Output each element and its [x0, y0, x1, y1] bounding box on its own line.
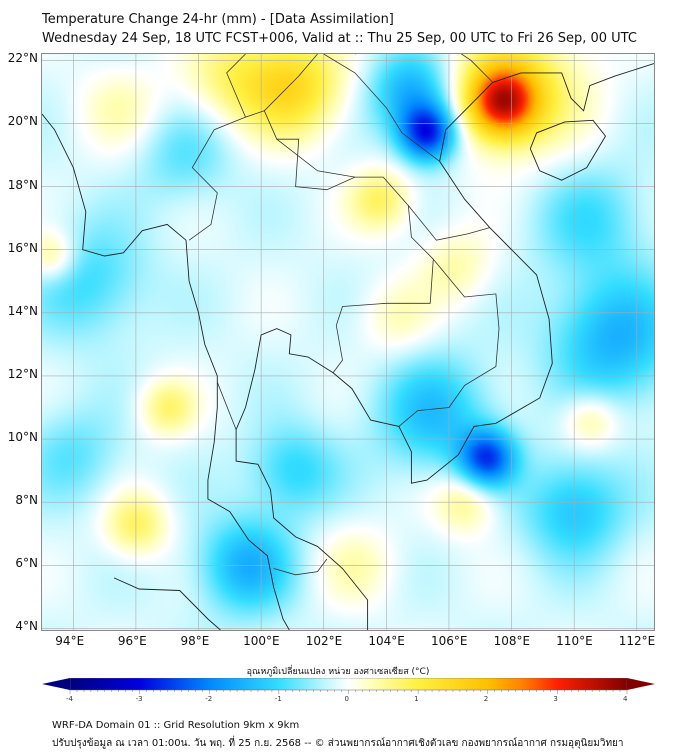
coastline-hainan [529, 119, 607, 181]
lat-tick-label: 16°N [7, 240, 38, 255]
lat-tick-label: 4°N [15, 619, 38, 634]
footer-model-info: WRF-DA Domain 01 :: Grid Resolution 9km … [52, 720, 300, 731]
footer-update-info: ปรับปรุงข้อมูล ณ เวลา 01:00น. วัน พฤ. ที… [52, 738, 624, 749]
country-border [323, 54, 440, 162]
colorbar-max-arrow [627, 678, 655, 690]
lon-tick-label: 102°E [305, 634, 343, 648]
lat-tick-label: 22°N [7, 51, 38, 66]
temperature-change-map [41, 53, 655, 631]
country-border [188, 110, 434, 374]
lon-tick-label: 112°E [618, 634, 656, 648]
lon-tick-label: 104°E [368, 634, 405, 648]
lat-tick-label: 20°N [7, 114, 38, 129]
lat-tick-label: 8°N [15, 493, 38, 508]
colorbar-gradient [69, 678, 628, 691]
colorbar-tick-label: 2 [483, 695, 489, 703]
lat-tick-label: 6°N [15, 556, 38, 571]
colorbar-label: อุณหภูมิเปลี่ยนแปลง หน่วย องศาเซลเซียส (… [246, 667, 430, 677]
map-title: Temperature Change 24-hr (mm) - [Data As… [42, 12, 394, 27]
country-border [226, 54, 246, 118]
lon-tick-label: 96°E [117, 634, 147, 648]
colorbar-tick-label: 4 [623, 695, 628, 703]
lon-tick-label: 108°E [493, 634, 531, 648]
coastline-east [235, 63, 654, 630]
map-overlay [42, 54, 654, 630]
temperature-field [42, 54, 654, 630]
colorbar-tick-label: -3 [135, 695, 143, 703]
country-border [273, 558, 328, 576]
lon-tick-label: 94°E [55, 634, 85, 648]
coastline-west [42, 113, 290, 630]
lat-tick-label: 18°N [7, 177, 38, 192]
country-border [276, 138, 356, 178]
colorbar-tick-label: 0 [344, 695, 349, 703]
lat-tick-label: 10°N [7, 430, 38, 445]
colorbar-tick-label: 3 [553, 695, 558, 703]
country-border [216, 382, 237, 430]
country-border [355, 54, 494, 83]
lat-tick-label: 14°N [7, 303, 38, 318]
colorbar-scale [42, 678, 655, 694]
colorbar-tick-label: -2 [205, 695, 213, 703]
colorbar-tick-label: 1 [414, 695, 419, 703]
colorbar-tick-label: -4 [66, 695, 73, 703]
lon-tick-label: 106°E [430, 634, 468, 648]
colorbar-tick-label: -1 [274, 695, 282, 703]
country-border [407, 205, 490, 241]
lon-tick-label: 100°E [243, 634, 280, 648]
country-border [398, 258, 500, 427]
lat-tick-label: 12°N [7, 366, 38, 381]
map-subtitle: Wednesday 24 Sep, 18 UTC FCST+006, Valid… [42, 31, 637, 46]
lon-tick-label: 110°E [556, 634, 593, 648]
lon-tick-label: 98°E [180, 634, 210, 648]
country-border [264, 54, 318, 112]
colorbar-min-arrow [42, 678, 70, 690]
coastline-sumatra [113, 577, 221, 630]
